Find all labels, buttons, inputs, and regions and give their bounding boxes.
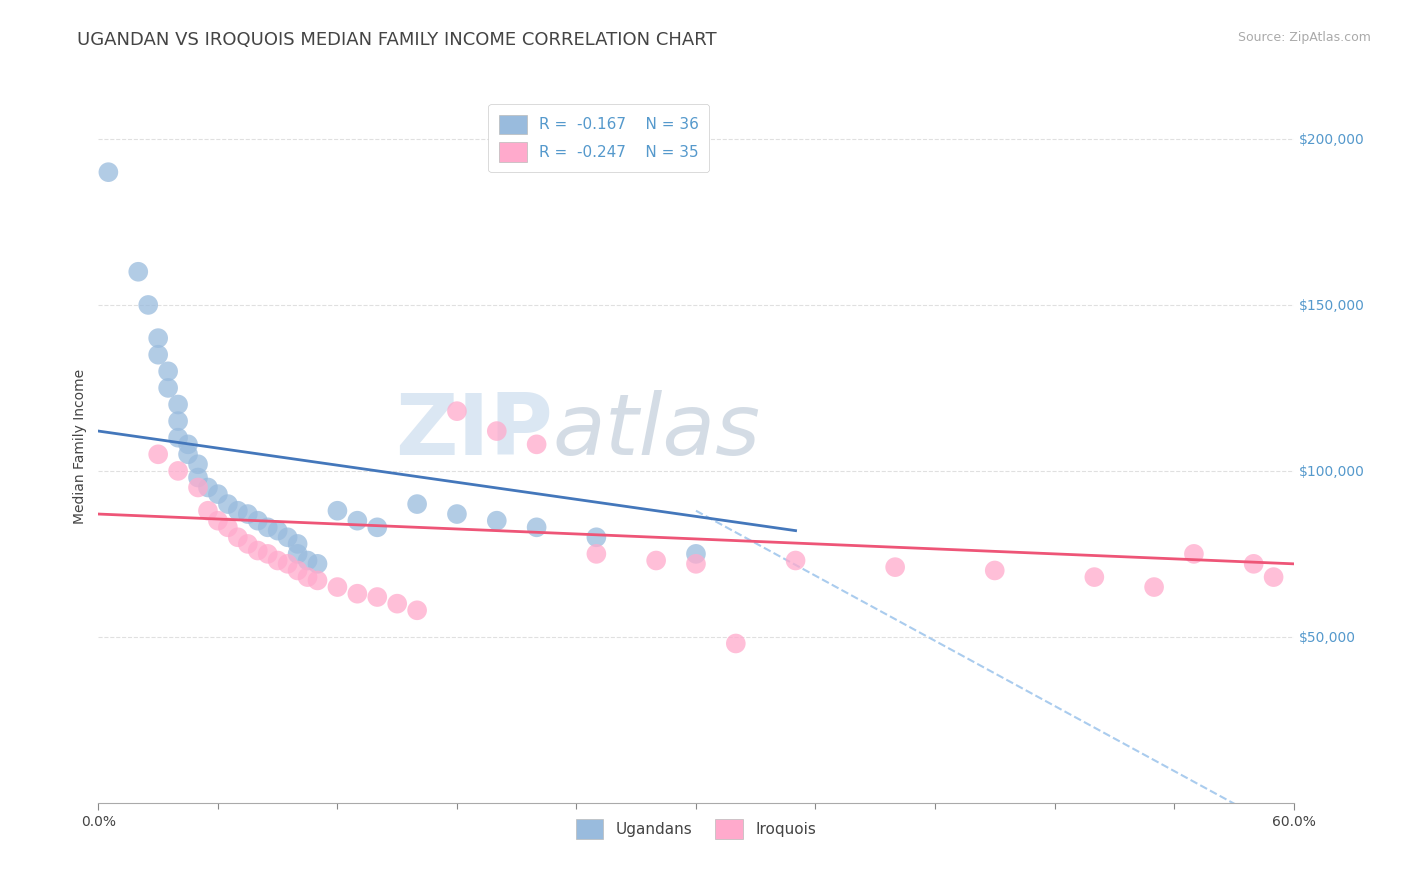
- Point: [217, 520, 239, 534]
- Point: [385, 597, 409, 611]
- Point: [287, 547, 309, 561]
- Point: [446, 507, 468, 521]
- Point: [207, 487, 229, 501]
- Point: [267, 553, 290, 567]
- Point: [1263, 570, 1285, 584]
- Point: [277, 530, 299, 544]
- Point: [267, 524, 290, 538]
- Point: [148, 447, 170, 461]
- Point: [785, 553, 807, 567]
- Point: [406, 497, 429, 511]
- Point: [366, 590, 388, 604]
- Point: [366, 520, 388, 534]
- Text: atlas: atlas: [553, 390, 761, 474]
- Text: UGANDAN VS IROQUOIS MEDIAN FAMILY INCOME CORRELATION CHART: UGANDAN VS IROQUOIS MEDIAN FAMILY INCOME…: [77, 31, 717, 49]
- Point: [1143, 580, 1166, 594]
- Point: [167, 464, 190, 478]
- Point: [167, 397, 190, 411]
- Point: [884, 560, 907, 574]
- Point: [167, 414, 190, 428]
- Text: ZIP: ZIP: [395, 390, 553, 474]
- Point: [307, 574, 329, 588]
- Point: [326, 504, 349, 518]
- Point: [297, 570, 319, 584]
- Point: [287, 564, 309, 578]
- Point: [526, 437, 548, 451]
- Point: [485, 514, 508, 528]
- Point: [157, 364, 180, 378]
- Point: [685, 557, 707, 571]
- Point: [127, 265, 149, 279]
- Point: [446, 404, 468, 418]
- Point: [256, 520, 278, 534]
- Point: [984, 564, 1007, 578]
- Point: [346, 514, 368, 528]
- Point: [148, 348, 170, 362]
- Point: [307, 557, 329, 571]
- Point: [97, 165, 120, 179]
- Point: [526, 520, 548, 534]
- Point: [177, 447, 200, 461]
- Point: [277, 557, 299, 571]
- Point: [187, 470, 209, 484]
- Point: [346, 587, 368, 601]
- Y-axis label: Median Family Income: Median Family Income: [73, 368, 87, 524]
- Point: [645, 553, 668, 567]
- Point: [585, 530, 607, 544]
- Point: [585, 547, 607, 561]
- Point: [148, 331, 170, 345]
- Point: [1243, 557, 1265, 571]
- Point: [685, 547, 707, 561]
- Point: [207, 514, 229, 528]
- Point: [177, 437, 200, 451]
- Point: [157, 381, 180, 395]
- Point: [236, 507, 259, 521]
- Point: [236, 537, 259, 551]
- Point: [136, 298, 159, 312]
- Point: [246, 514, 269, 528]
- Point: [287, 537, 309, 551]
- Point: [197, 504, 219, 518]
- Text: Source: ZipAtlas.com: Source: ZipAtlas.com: [1237, 31, 1371, 45]
- Point: [485, 424, 508, 438]
- Point: [1083, 570, 1105, 584]
- Legend: Ugandans, Iroquois: Ugandans, Iroquois: [569, 814, 823, 845]
- Point: [167, 431, 190, 445]
- Point: [217, 497, 239, 511]
- Point: [326, 580, 349, 594]
- Point: [256, 547, 278, 561]
- Point: [724, 636, 747, 650]
- Point: [297, 553, 319, 567]
- Point: [187, 481, 209, 495]
- Point: [226, 504, 249, 518]
- Point: [1182, 547, 1205, 561]
- Point: [197, 481, 219, 495]
- Point: [246, 543, 269, 558]
- Point: [226, 530, 249, 544]
- Point: [406, 603, 429, 617]
- Point: [187, 457, 209, 471]
